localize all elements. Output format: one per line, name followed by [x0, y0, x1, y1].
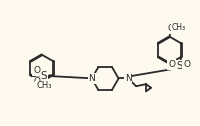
Text: CH₃: CH₃	[172, 23, 186, 32]
Text: O: O	[183, 60, 190, 69]
Text: CH₃: CH₃	[36, 81, 52, 90]
Text: S: S	[40, 71, 47, 81]
Text: O: O	[33, 77, 40, 86]
Text: N: N	[125, 74, 132, 83]
Text: S: S	[176, 61, 183, 71]
Text: O: O	[33, 66, 40, 75]
Text: O: O	[168, 24, 175, 33]
Text: N: N	[88, 74, 95, 83]
Text: O: O	[168, 60, 175, 69]
